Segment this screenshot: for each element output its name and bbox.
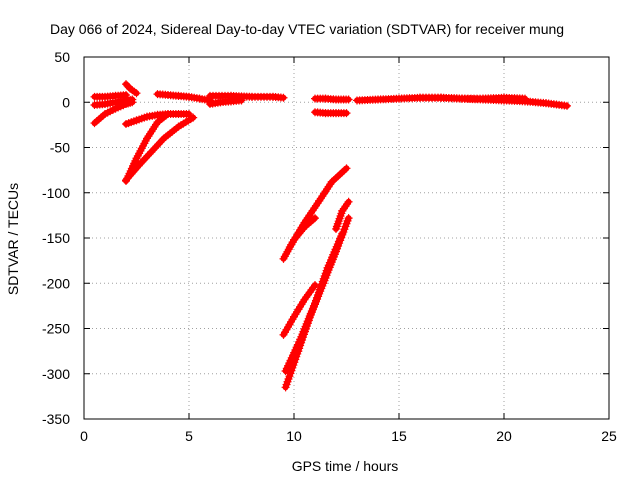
data-point [140,155,148,164]
x-axis-label: GPS time / hours [292,458,399,474]
y-tick-label: -200 [42,275,70,291]
data-series-arc-8 [153,90,214,105]
chart-title: Day 066 of 2024, Sidereal Day-to-day VTE… [50,21,564,37]
x-tick-label: 5 [185,428,193,444]
data-point [145,149,154,158]
data-series-arc-12 [285,164,351,252]
data-point [150,144,159,153]
data-point [338,229,347,238]
data-point [149,146,157,155]
x-tick-label: 25 [601,428,617,444]
y-tick-label: -50 [50,140,70,156]
y-tick-label: -300 [42,366,70,382]
data-series-arc-20 [416,93,529,103]
y-tick-label: 0 [62,94,70,110]
data-point [143,151,152,160]
data-point [342,164,351,173]
data-series-arc-15 [281,229,347,376]
data-series-arc-5 [122,110,193,128]
data-point [279,93,288,102]
data-point [132,89,141,98]
x-tick-label: 0 [80,428,88,444]
y-axis-ticks: -350 -300 -250 -200 -150 -100 -50 0 50 [42,49,609,427]
x-tick-label: 10 [286,428,302,444]
x-tick-label: 15 [391,428,407,444]
data-point [311,281,319,290]
data-point [521,94,529,103]
data-point [311,214,319,223]
data-point [136,159,145,168]
data-series-arc-3 [90,98,137,128]
y-tick-label: 50 [54,49,70,65]
y-tick-label: -250 [42,321,70,337]
data-point [563,101,571,110]
data-series-arc-1 [90,91,130,101]
data-series-arc-7 [122,113,198,185]
data-point [158,136,166,145]
data-point [164,110,172,119]
data-point [344,214,353,223]
data-series-arc-9 [206,91,288,102]
data-point [147,148,156,157]
y-tick-label: -100 [42,185,70,201]
data-point [138,157,147,166]
data-point [344,197,353,206]
x-axis-ticks: 0 5 10 15 20 25 [80,57,617,444]
y-tick-label: -150 [42,230,70,246]
data-series-arc-4 [122,80,141,98]
data-point [128,98,137,107]
data-point [189,113,198,122]
data-point [152,142,161,151]
data-point [134,161,143,170]
y-axis-label: SDTVAR / TECUs [5,183,21,295]
data-point [141,153,150,162]
data-point [344,95,353,104]
data-point [237,96,246,105]
data-point [154,140,163,149]
data-point [342,109,351,118]
x-tick-label: 20 [496,428,512,444]
data-series-arc-13 [279,281,319,339]
data-series-arc-10 [206,96,246,109]
data-point [156,138,165,147]
y-tick-label: -350 [42,411,70,427]
data-series-arc-16 [332,197,353,233]
data-series-arc-18 [311,108,351,118]
data-series-arc-17 [311,94,353,104]
data-points [90,80,571,392]
